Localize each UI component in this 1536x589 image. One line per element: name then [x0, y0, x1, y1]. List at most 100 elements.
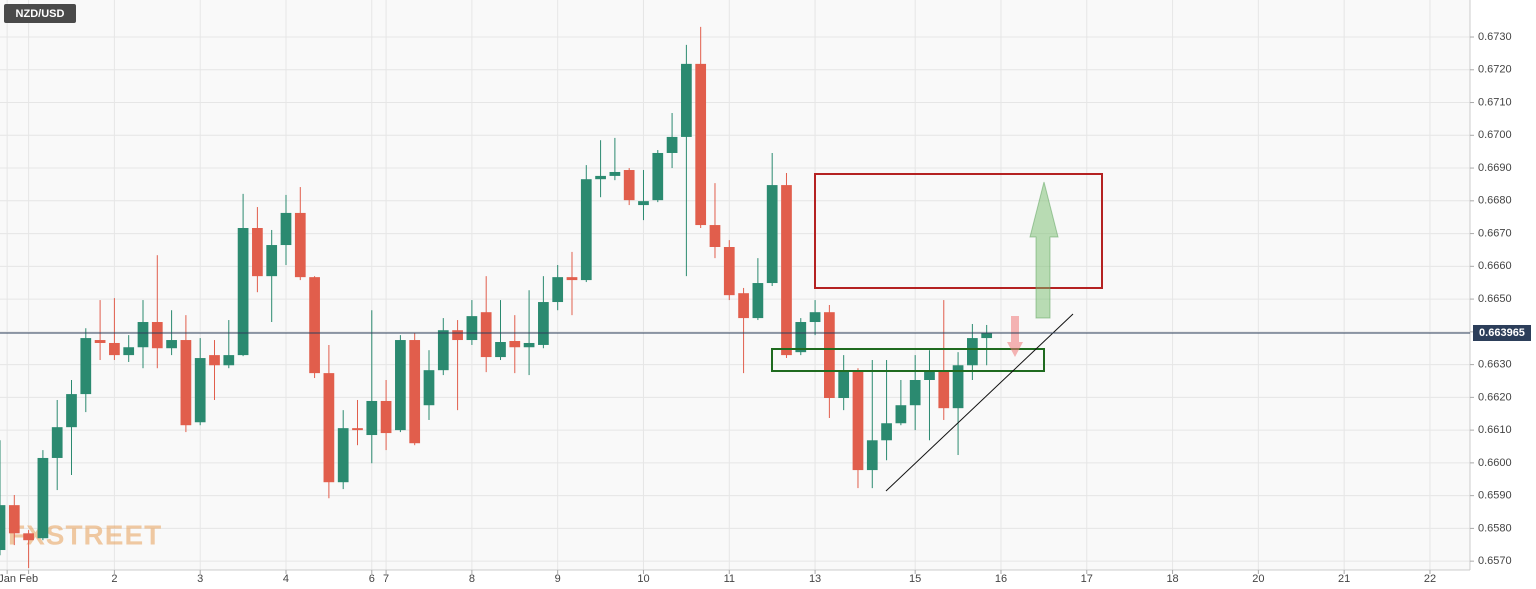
chart-title: NZD/USD: [16, 8, 65, 20]
candles: [0, 26, 993, 569]
x-tick-label: 10: [637, 573, 649, 585]
y-tick-label: 0.6570: [1478, 555, 1512, 567]
last-price-badge: [1473, 324, 1531, 341]
candle-body: [137, 322, 149, 348]
x-tick-label: 11: [724, 573, 735, 585]
candle-body: [423, 370, 435, 406]
candle-body: [252, 228, 263, 277]
x-tick-label: Feb: [19, 573, 38, 585]
x-tick-label: Jan: [0, 573, 16, 585]
y-tick-label: 0.6710: [1478, 96, 1512, 108]
up-arrow: [1029, 181, 1059, 319]
candle-body: [638, 201, 649, 206]
candle-body: [66, 394, 77, 428]
candle-body: [623, 170, 635, 201]
candle-body: [23, 533, 34, 541]
candle-body: [681, 63, 692, 137]
candle-body: [437, 330, 449, 371]
y-tick-label: 0.6660: [1478, 260, 1512, 272]
y-tick-label: 0.6730: [1478, 31, 1512, 43]
y-tick-label: 0.6650: [1478, 293, 1512, 305]
candle-body: [566, 277, 578, 281]
candle-body: [580, 179, 592, 281]
resistance-box: [814, 173, 1103, 289]
candle-body: [194, 358, 206, 423]
candle-body: [738, 293, 749, 319]
candle-body: [723, 247, 735, 296]
candle-body: [952, 365, 964, 409]
candle-body: [881, 423, 892, 441]
candle-body: [380, 400, 392, 434]
x-tick-label: 17: [1081, 573, 1093, 585]
x-tick-label: 9: [555, 573, 561, 585]
candle-body: [538, 302, 549, 345]
x-tick-label: 22: [1424, 573, 1436, 585]
y-tick-label: 0.6720: [1478, 64, 1512, 76]
x-tick-label: 21: [1338, 573, 1350, 585]
x-tick-label: 4: [283, 573, 289, 585]
candle-body: [180, 340, 192, 426]
y-tick-label: 0.6700: [1478, 129, 1512, 141]
candle-body: [695, 63, 707, 226]
y-tick-label: 0.6590: [1478, 490, 1512, 502]
candle-body: [466, 316, 478, 341]
candle-body: [309, 277, 320, 374]
candle-body: [838, 370, 850, 399]
candle-body: [109, 342, 120, 356]
trend-line: [885, 313, 1074, 492]
candle-body: [981, 333, 993, 339]
y-tick-label: 0.6630: [1478, 359, 1512, 371]
x-tick-label: 20: [1252, 573, 1264, 585]
candle-body: [395, 340, 406, 431]
candle-body: [938, 370, 950, 409]
candle-body: [223, 355, 235, 366]
x-tick-label: 13: [809, 573, 821, 585]
candle-body: [495, 342, 506, 358]
candle-body: [766, 185, 778, 284]
y-tick-label: 0.6620: [1478, 391, 1512, 403]
candle-body: [752, 283, 764, 319]
candle-body: [509, 341, 521, 348]
candle-body: [151, 322, 163, 349]
candle-body: [824, 312, 835, 399]
x-tick-label: 7: [383, 573, 389, 585]
candle-body: [895, 405, 907, 424]
candle-body: [967, 338, 978, 366]
candle-body: [552, 277, 564, 303]
candle-body: [209, 355, 220, 366]
support-box: [771, 348, 1045, 372]
candle-body: [8, 505, 20, 534]
candle-body: [480, 312, 492, 358]
candle-body: [852, 370, 864, 471]
candle-body: [781, 185, 792, 356]
candle-body: [294, 212, 306, 278]
candle-body: [523, 342, 535, 348]
x-tick-label: 15: [909, 573, 921, 585]
candle-body: [609, 171, 621, 176]
title-badge: [4, 4, 76, 23]
last-price-label: 0.663965: [1479, 327, 1525, 339]
candle-body: [909, 380, 921, 406]
candle-body: [337, 428, 349, 483]
candle-body: [123, 347, 135, 356]
x-tick-label: 3: [197, 573, 203, 585]
y-tick-label: 0.6670: [1478, 227, 1512, 239]
x-tick-label: 18: [1166, 573, 1178, 585]
candle-body: [452, 330, 463, 341]
candle-body: [652, 152, 664, 201]
y-tick-label: 0.6580: [1478, 522, 1512, 534]
down-arrow: [1007, 316, 1023, 357]
candle-body: [37, 457, 49, 539]
x-tick-label: 16: [995, 573, 1007, 585]
candle-body: [80, 338, 92, 395]
candle-body: [0, 505, 6, 551]
candle-body: [924, 370, 935, 380]
y-tick-label: 0.6690: [1478, 162, 1512, 174]
candle-body: [280, 212, 292, 246]
candle-body: [366, 400, 378, 436]
candle-body: [266, 245, 278, 277]
candle-body: [166, 340, 177, 349]
candle-body: [409, 340, 421, 444]
candle-body: [866, 440, 878, 471]
